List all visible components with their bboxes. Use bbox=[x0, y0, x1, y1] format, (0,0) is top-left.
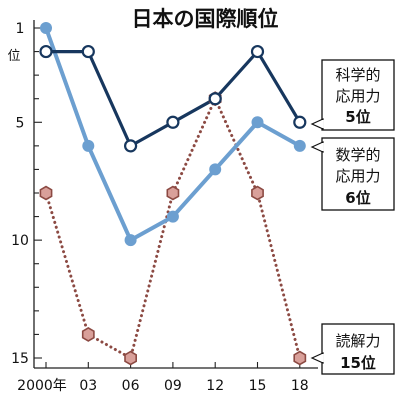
x-tick-label: 12 bbox=[206, 378, 224, 394]
series-label-box-math bbox=[321, 137, 395, 211]
series-label-box-science bbox=[321, 59, 395, 131]
series-label-pointer-math bbox=[310, 141, 324, 153]
y-axis-unit-label: 位 bbox=[7, 49, 20, 64]
data-point-math bbox=[251, 116, 264, 129]
series-label-pointer-reading bbox=[310, 352, 324, 364]
series-label-text-math: 応用力 bbox=[335, 167, 380, 185]
y-tick-label: 5 bbox=[16, 115, 25, 131]
y-tick-label: 10 bbox=[11, 233, 29, 249]
data-point-reading bbox=[81, 326, 95, 342]
data-point-math bbox=[82, 139, 95, 152]
data-point-reading bbox=[39, 185, 53, 201]
data-point-math bbox=[40, 22, 52, 34]
x-tick-label: 09 bbox=[164, 378, 182, 394]
y-tick-label: 1 bbox=[16, 21, 25, 37]
data-point-math bbox=[166, 210, 179, 223]
data-point-math bbox=[209, 163, 222, 176]
data-point-science bbox=[208, 92, 222, 106]
series-markers bbox=[39, 22, 307, 366]
y-tick-label: 15 bbox=[11, 351, 29, 367]
series-label-text-reading: 15位 bbox=[340, 354, 376, 372]
x-tick-label: 2000年 bbox=[17, 378, 67, 394]
data-point-science bbox=[81, 44, 95, 59]
series-label-text-reading: 読解力 bbox=[335, 332, 380, 350]
data-point-math bbox=[124, 234, 137, 247]
x-tick-label: 06 bbox=[122, 378, 140, 394]
data-point-science bbox=[166, 115, 180, 129]
x-tick-label: 15 bbox=[249, 378, 267, 394]
series-label-text-math: 数学的 bbox=[335, 146, 380, 164]
series-label-text-science: 応用力 bbox=[335, 87, 380, 105]
series-label-text-math: 6位 bbox=[345, 189, 370, 207]
x-tick-label: 18 bbox=[291, 378, 309, 394]
data-point-science bbox=[39, 44, 53, 59]
series-label-pointer-science bbox=[310, 118, 324, 130]
chart-title: 日本の国際順位 bbox=[132, 7, 279, 31]
series-label-text-science: 科学的 bbox=[335, 66, 380, 84]
data-point-science bbox=[124, 139, 138, 153]
data-point-reading bbox=[124, 350, 137, 366]
x-tick-label: 03 bbox=[79, 378, 97, 394]
data-point-reading bbox=[293, 350, 307, 366]
data-point-reading bbox=[251, 185, 264, 201]
data-point-math bbox=[293, 139, 306, 152]
data-point-reading bbox=[166, 185, 180, 201]
series-label-box-reading bbox=[321, 323, 395, 375]
data-point-science bbox=[293, 115, 307, 129]
data-point-science bbox=[250, 44, 265, 59]
series-label-text-science: 5位 bbox=[345, 108, 370, 126]
